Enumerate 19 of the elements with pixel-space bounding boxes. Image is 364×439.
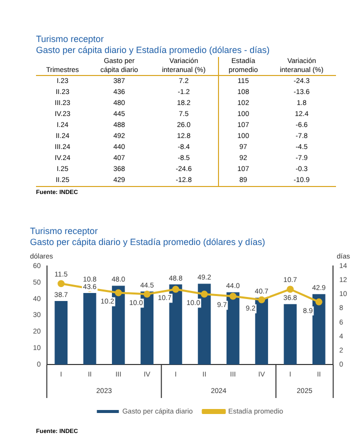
text: Turismo receptor (36, 34, 105, 45)
bar (255, 298, 268, 365)
point (58, 280, 65, 288)
chart-title: Turismo receptor (30, 226, 99, 237)
bar (83, 292, 96, 365)
point (200, 290, 208, 298)
point (258, 296, 266, 304)
text: Gasto per cápita diario y Estadía promedio (dólares - días) (36, 45, 271, 56)
bar (54, 301, 68, 365)
point (114, 289, 122, 296)
bar (284, 304, 297, 365)
point (144, 290, 151, 298)
point (315, 298, 322, 306)
bar (312, 294, 326, 365)
bar (226, 292, 240, 365)
point (229, 292, 236, 300)
point (172, 286, 180, 293)
chart-subtitle: Gasto per cápita diario y Estadía promedio (dólares y días) (30, 237, 266, 248)
point (286, 286, 294, 293)
